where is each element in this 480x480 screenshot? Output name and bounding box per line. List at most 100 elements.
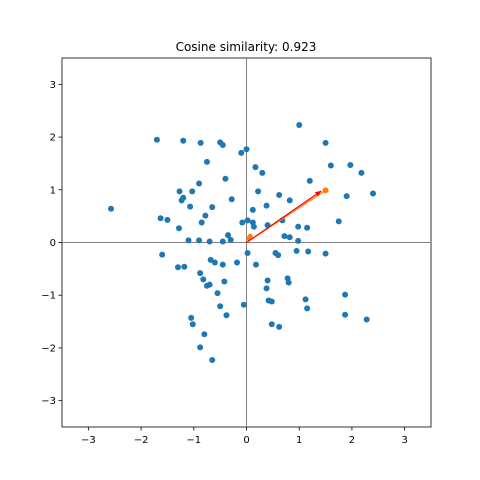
scatter-point bbox=[197, 344, 204, 351]
scatter-point bbox=[342, 311, 349, 318]
scatter-point bbox=[304, 224, 311, 231]
scatter-point bbox=[157, 215, 164, 222]
y-tick-label: 1 bbox=[50, 185, 56, 196]
scatter-point bbox=[249, 206, 256, 213]
scatter-point bbox=[238, 149, 245, 156]
scatter-point bbox=[244, 250, 251, 257]
vector-b-arrow-head bbox=[314, 190, 322, 197]
scatter-point bbox=[219, 261, 226, 268]
scatter-point bbox=[304, 305, 311, 312]
scatter-point bbox=[347, 162, 354, 169]
scatter-point bbox=[197, 139, 204, 146]
x-tick-label: −1 bbox=[186, 435, 201, 446]
scatter-point bbox=[322, 250, 329, 257]
chart-title: Cosine similarity: 0.923 bbox=[176, 40, 317, 54]
scatter-point bbox=[243, 146, 250, 153]
scatter-point bbox=[200, 276, 207, 283]
scatter-point bbox=[358, 169, 365, 176]
scatter-point bbox=[227, 236, 234, 243]
scatter-point bbox=[265, 297, 272, 304]
scatter-point bbox=[174, 264, 181, 271]
x-tick-label: −2 bbox=[134, 435, 149, 446]
scatter-point bbox=[223, 312, 230, 319]
scatter-point bbox=[221, 278, 228, 285]
scatter-point bbox=[250, 223, 257, 230]
scatter-point bbox=[228, 196, 235, 203]
scatter-point bbox=[275, 252, 282, 259]
scatter-point bbox=[276, 192, 283, 199]
scatter-point bbox=[285, 279, 292, 286]
x-tick-label: 3 bbox=[401, 435, 407, 446]
scatter-point bbox=[206, 238, 213, 245]
scatter-point bbox=[234, 259, 241, 266]
scatter-point bbox=[305, 248, 312, 255]
x-tick-label: 0 bbox=[243, 435, 249, 446]
scatter-point bbox=[335, 218, 342, 225]
scatter-point bbox=[363, 316, 370, 323]
scatter-point bbox=[302, 296, 309, 303]
scatter-point bbox=[252, 164, 259, 171]
scatter-point bbox=[209, 204, 216, 211]
scatter-point bbox=[197, 270, 204, 277]
x-tick-label: −3 bbox=[81, 435, 96, 446]
scatter-point bbox=[322, 139, 329, 146]
scatter-point bbox=[159, 251, 166, 258]
x-tick-label: 2 bbox=[349, 435, 355, 446]
scatter-point bbox=[263, 202, 270, 209]
scatter-point bbox=[239, 219, 246, 226]
x-tick-label: 1 bbox=[296, 435, 302, 446]
scatter-point bbox=[219, 238, 226, 245]
scatter-point bbox=[327, 162, 334, 169]
scatter-point bbox=[259, 169, 266, 176]
scatter-point bbox=[108, 205, 115, 212]
origin-marker bbox=[247, 233, 253, 239]
scatter-point bbox=[196, 180, 203, 187]
scatter-point bbox=[202, 212, 209, 219]
scatter-point bbox=[153, 136, 160, 143]
scatter-point bbox=[370, 190, 377, 197]
scatter-point bbox=[222, 175, 229, 182]
scatter-point bbox=[198, 219, 205, 226]
scatter-point bbox=[306, 177, 313, 184]
y-tick-label: 0 bbox=[50, 238, 56, 249]
scatter-point bbox=[209, 357, 216, 364]
scatter-point bbox=[188, 314, 195, 321]
y-tick-label: −1 bbox=[41, 291, 56, 302]
vector-b-arrow-shaft bbox=[246, 190, 322, 243]
scatter-point bbox=[343, 193, 350, 200]
scatter-point bbox=[187, 203, 194, 210]
scatter-point bbox=[189, 321, 196, 328]
scatter-point bbox=[219, 141, 226, 148]
y-tick-label: −2 bbox=[41, 343, 56, 354]
scatter-point bbox=[185, 237, 192, 244]
y-tick-label: 3 bbox=[50, 80, 56, 91]
scatter-point bbox=[295, 223, 302, 230]
scatter-point bbox=[264, 277, 271, 284]
scatter-point bbox=[255, 188, 262, 195]
scatter-point bbox=[286, 197, 293, 204]
vector-a-point bbox=[322, 187, 329, 194]
scatter-point bbox=[196, 237, 203, 244]
scatter-point bbox=[281, 233, 288, 240]
scatter-point bbox=[211, 259, 218, 266]
scatter-point bbox=[180, 194, 187, 201]
scatter-point bbox=[342, 291, 349, 298]
scatter-point bbox=[203, 158, 210, 165]
scatter-point bbox=[180, 137, 187, 144]
scatter-point bbox=[286, 234, 293, 241]
scatter-point bbox=[203, 282, 210, 289]
scatter-point bbox=[214, 290, 221, 297]
scatter-point bbox=[164, 216, 171, 223]
scatter-point bbox=[296, 121, 303, 128]
scatter-point bbox=[263, 285, 270, 292]
scatter-point bbox=[225, 232, 232, 239]
scatter-point bbox=[201, 331, 208, 338]
scatter-point bbox=[293, 247, 300, 254]
scatter-point bbox=[240, 301, 247, 308]
scatter-point bbox=[276, 323, 283, 330]
scatter-point bbox=[268, 321, 275, 328]
y-tick-label: 2 bbox=[50, 133, 56, 144]
scatter-point bbox=[176, 225, 183, 232]
